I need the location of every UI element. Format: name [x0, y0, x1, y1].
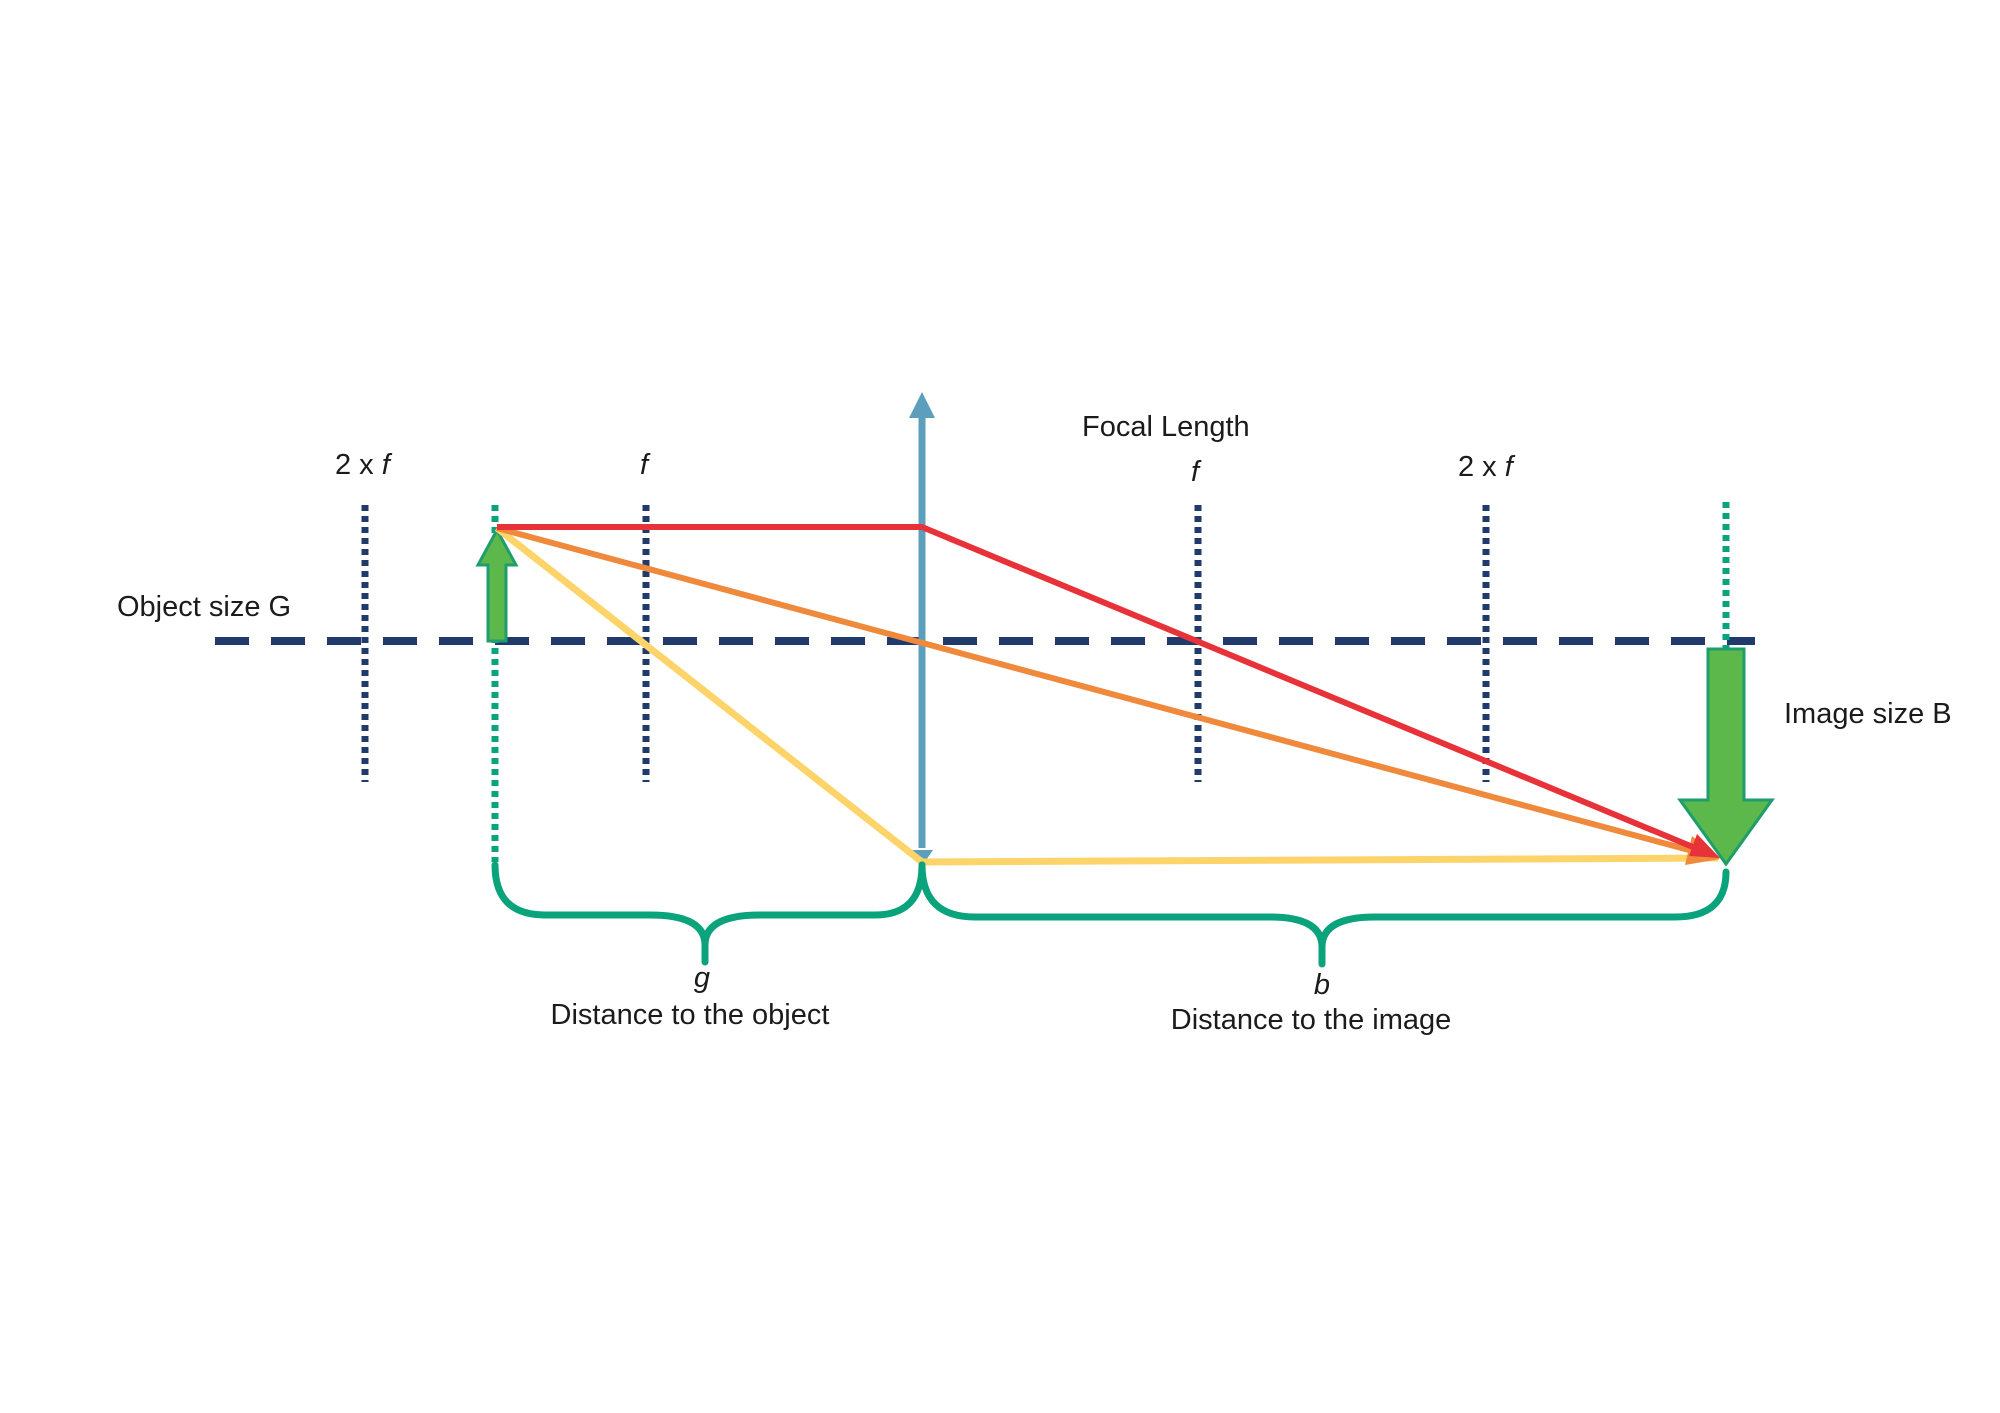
- right-2f-prefix: 2 x: [1458, 451, 1505, 483]
- lens: [909, 392, 935, 866]
- ray-central-orange: [496, 525, 1720, 865]
- right-2f-label: 2 x f: [1458, 451, 1516, 483]
- ray-parallel-arrowhead: [1689, 834, 1720, 858]
- object-size-label: Object size G: [117, 591, 291, 623]
- image-arrow: [1677, 647, 1775, 867]
- left-2f-var: f: [382, 449, 393, 481]
- left-2f-label: 2 x f: [335, 449, 393, 481]
- brace-image-distance: [918, 861, 1730, 968]
- left-2f-prefix: 2 x: [335, 449, 382, 481]
- brace-object-distance: [491, 861, 926, 966]
- focal-markers: [361, 505, 1490, 782]
- object-arrow: [475, 526, 519, 643]
- left-f-label: f: [640, 449, 651, 481]
- b-caption: Distance to the image: [1171, 1004, 1451, 1036]
- focal-length-label: Focal Length: [1082, 411, 1250, 443]
- b-symbol: b: [1314, 969, 1330, 1001]
- ray-parallel-red: [497, 524, 1720, 858]
- right-2f-var: f: [1505, 451, 1516, 483]
- g-caption: Distance to the object: [551, 999, 830, 1031]
- right-f-label: f: [1191, 456, 1202, 488]
- image-size-label: Image size B: [1784, 698, 1952, 730]
- g-symbol: g: [694, 962, 710, 994]
- lens-top-arrowhead: [909, 392, 935, 418]
